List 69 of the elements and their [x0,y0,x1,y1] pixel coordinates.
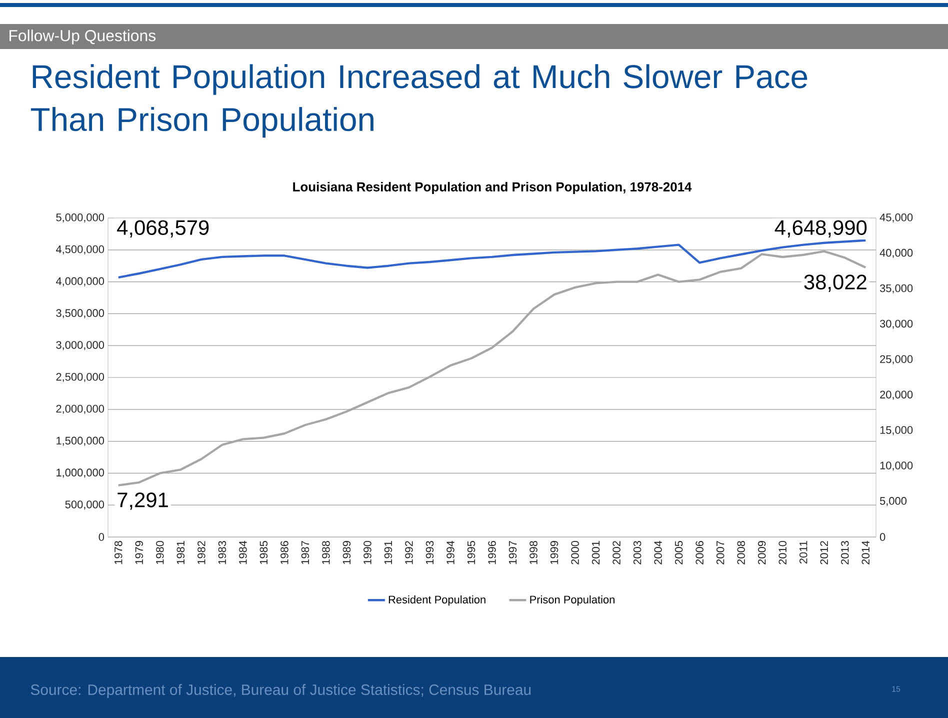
legend-label: Resident Population [388,595,486,606]
x-tick-label: 1986 [280,541,288,564]
x-tick-label: 2003 [633,541,642,564]
x-tick-label: 1998 [530,541,538,564]
y2-tick-label: 30,000 [880,320,913,329]
text: Follow-Up Questions [10,30,156,44]
x-tick-label: 1988 [322,541,330,564]
y-tick-label: 0 [98,533,104,541]
x-tick-label: 1993 [426,541,434,564]
x-tick-label: 1983 [218,541,226,564]
x-tick-label: 2012 [820,541,828,564]
x-tick-label: 2011 [799,541,808,564]
data-label: 7,291 [118,492,168,510]
x-tick-label: 1982 [198,541,206,564]
x-tick-label: 1997 [508,541,517,564]
x-tick-label: 1980 [156,540,164,564]
x-tick-label: 2005 [674,540,683,564]
x-tick-label: 1989 [342,541,351,564]
x-tick-label: 2014 [862,540,870,564]
y2-tick-label: 25,000 [880,355,913,364]
x-tick-label: 2006 [696,541,704,564]
line-series [117,250,867,486]
x-tick-label: 1994 [446,540,454,564]
legend-label: Prison Population [530,595,614,606]
x-tick-label: 2007 [716,541,724,564]
x-tick-label: 1991 [384,541,392,564]
data-label: 38,022 [804,274,866,292]
x-tick-label: 2009 [758,541,766,564]
y-tick-label: 4,000,000 [56,277,104,286]
x-tick-label: 1985 [260,540,268,564]
y-tick-label: 4,500,000 [56,245,104,254]
data-label: 4,648,990 [774,220,867,238]
x-tick-label: 1992 [405,541,413,564]
x-tick-label: 1995 [467,540,476,564]
chart-title: Resident Population Increased at Much Slower Pace Than Prison Population [30,64,808,138]
x-tick-label: 1987 [301,541,310,564]
x-tick-label: 2010 [778,540,786,564]
x-tick-label: 1978 [114,541,122,564]
y-tick-label: 3,000,000 [56,341,104,350]
y-tick-label: 1,500,000 [56,436,104,446]
y2-tick-label: 20,000 [880,390,913,400]
y2-tick-label: 40,000 [880,248,913,258]
y2-tick-label: 45,000 [880,213,913,223]
x-tick-label: 1981 [176,541,185,564]
data-label: 4,068,579 [117,220,209,238]
x-tick-label: 2001 [592,541,600,564]
x-tick-label: 1990 [364,540,372,564]
x-tick-label: 1979 [135,541,144,564]
y-tick-label: 500,000 [65,500,104,510]
source-note: Source: Department of Justice, Bureau of Justice Statistics; Census Bureau [30,684,531,698]
y-tick-label: 3,500,000 [56,309,104,318]
x-tick-label: 1999 [550,541,558,564]
x-tick-label: 1996 [488,541,496,564]
x-tick-label: 2002 [612,541,620,564]
y-tick-label: 1,000,000 [56,468,104,478]
y2-tick-label: 5,000 [880,497,907,506]
x-tick-label: 2013 [841,541,849,564]
y2-tick-label: 0 [880,533,886,541]
x-tick-label: 2008 [737,541,745,564]
x-tick-label: 2000 [571,540,579,564]
y2-tick-label: 10,000 [880,462,913,471]
x-tick-label: 1984 [239,540,247,564]
x-tick-label: 2004 [654,540,662,564]
chart-subtitle: Louisiana Resident Population and Prison Population, 1978-2014 [293,182,692,194]
y-tick-label: 2,500,000 [56,372,104,382]
y-tick-label: 5,000,000 [56,213,104,223]
y-tick-label: 2,000,000 [56,404,104,414]
y2-tick-label: 15,000 [880,426,913,436]
y2-tick-label: 35,000 [880,284,913,294]
